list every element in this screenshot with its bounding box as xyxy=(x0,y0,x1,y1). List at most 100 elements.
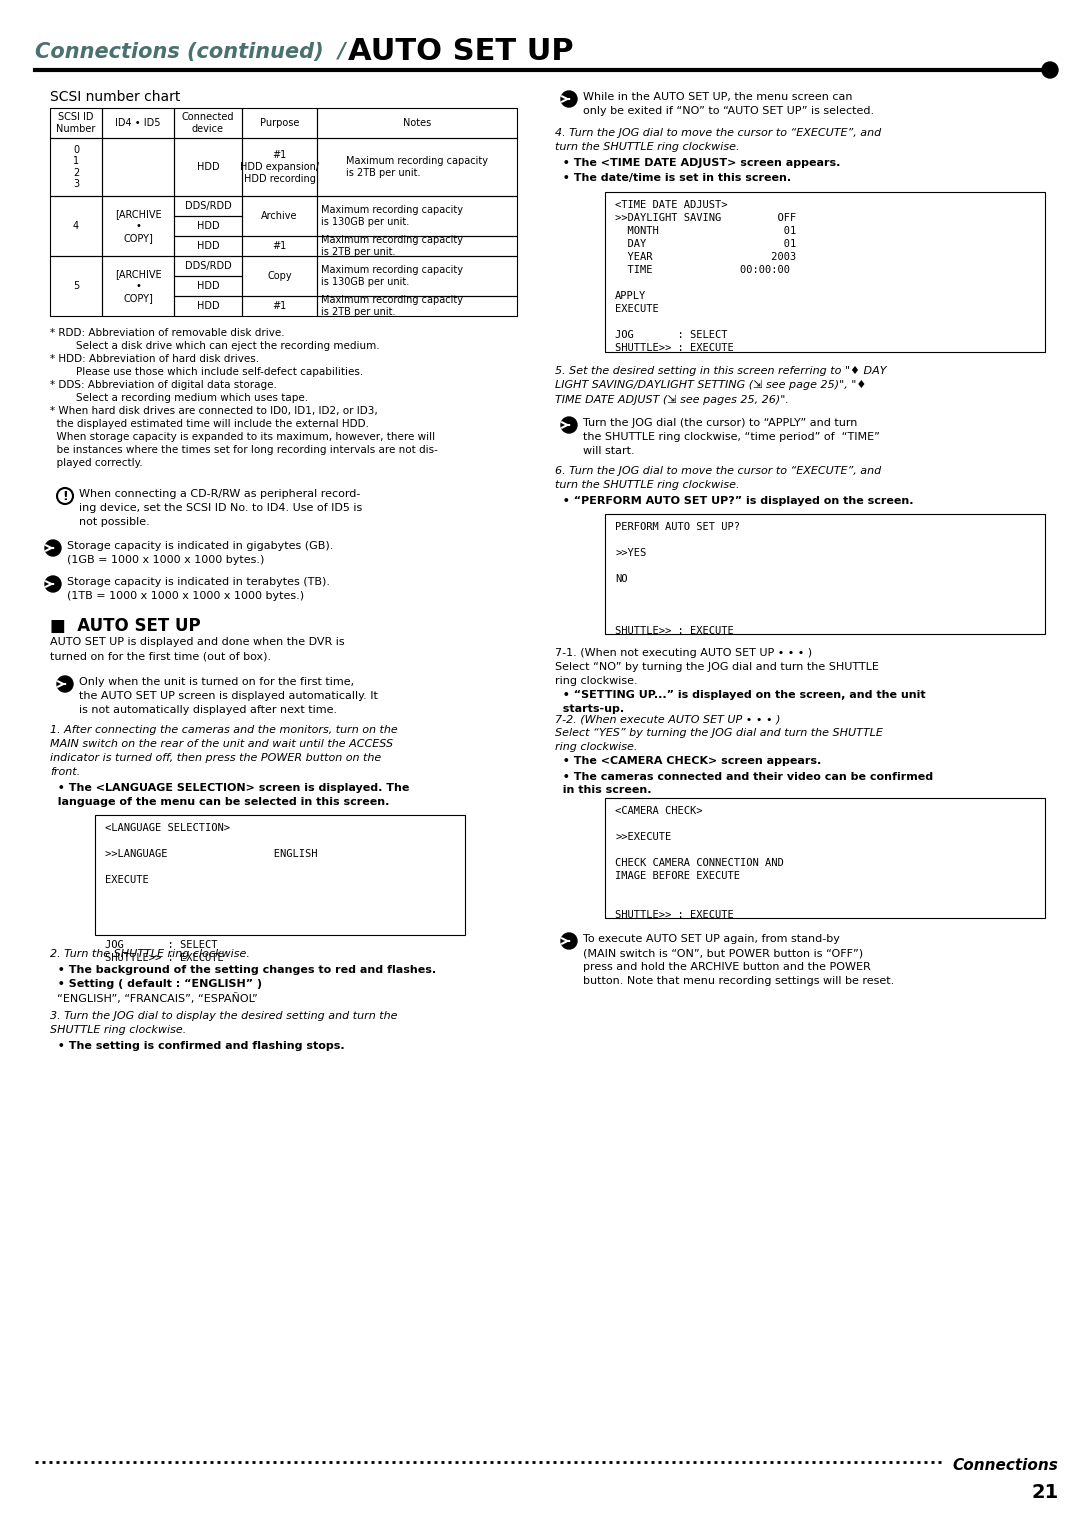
Text: • The background of the setting changes to red and flashes.: • The background of the setting changes … xyxy=(50,966,436,975)
Text: Only when the unit is turned on for the first time,
the AUTO SET UP screen is di: Only when the unit is turned on for the … xyxy=(79,677,378,715)
Text: Maximum recording capacity
is 130GB per unit.: Maximum recording capacity is 130GB per … xyxy=(321,264,463,287)
Text: • The <TIME DATE ADJUST> screen appears.: • The <TIME DATE ADJUST> screen appears. xyxy=(555,157,840,168)
Text: CHECK CAMERA CONNECTION AND: CHECK CAMERA CONNECTION AND xyxy=(615,859,784,868)
Text: Turn the JOG dial (the cursor) to “APPLY” and turn
the SHUTTLE ring clockwise, “: Turn the JOG dial (the cursor) to “APPLY… xyxy=(583,419,880,455)
Text: Notes: Notes xyxy=(403,118,431,128)
Text: JOG       : SELECT: JOG : SELECT xyxy=(105,940,217,950)
Bar xyxy=(174,108,242,138)
Bar xyxy=(242,108,318,138)
Text: 0
1
2
3: 0 1 2 3 xyxy=(72,145,79,189)
Text: HDD: HDD xyxy=(197,241,219,251)
Text: * RDD: Abbreviation of removable disk drive.: * RDD: Abbreviation of removable disk dr… xyxy=(50,329,285,338)
Bar xyxy=(95,814,465,935)
Text: • The date/time is set in this screen.: • The date/time is set in this screen. xyxy=(555,173,792,183)
Circle shape xyxy=(1042,63,1058,78)
Text: * When hard disk drives are connected to ID0, ID1, ID2, or ID3,: * When hard disk drives are connected to… xyxy=(50,406,378,416)
Text: DAY                      01: DAY 01 xyxy=(615,238,796,249)
Text: EXECUTE: EXECUTE xyxy=(615,304,659,313)
Bar xyxy=(50,138,102,196)
Text: Storage capacity is indicated in terabytes (TB).
(1TB = 1000 x 1000 x 1000 x 100: Storage capacity is indicated in terabyt… xyxy=(67,578,330,601)
Text: !: ! xyxy=(63,489,68,503)
Text: SHUTTLE>> : EXECUTE: SHUTTLE>> : EXECUTE xyxy=(105,953,224,963)
Text: While in the AUTO SET UP, the menu screen can
only be exited if “NO” to “AUTO SE: While in the AUTO SET UP, the menu scree… xyxy=(583,92,874,116)
Bar xyxy=(174,277,242,296)
Circle shape xyxy=(561,417,577,432)
Bar xyxy=(242,235,318,257)
Text: 2. Turn the SHUTTLE ring clockwise.: 2. Turn the SHUTTLE ring clockwise. xyxy=(50,949,249,960)
Bar xyxy=(605,513,1045,634)
Text: >>DAYLIGHT SAVING         OFF: >>DAYLIGHT SAVING OFF xyxy=(615,212,796,223)
Circle shape xyxy=(57,675,73,692)
Text: DDS/RDD: DDS/RDD xyxy=(185,202,231,211)
Text: Please use those which include self-defect capabilities.: Please use those which include self-defe… xyxy=(50,367,363,377)
Bar xyxy=(318,257,517,296)
Bar xyxy=(50,108,102,138)
Text: MONTH                    01: MONTH 01 xyxy=(615,226,796,235)
Text: Connections (continued)  /: Connections (continued) / xyxy=(35,41,346,63)
Text: IMAGE BEFORE EXECUTE: IMAGE BEFORE EXECUTE xyxy=(615,871,740,882)
Bar xyxy=(50,257,102,316)
Text: ID4 • ID5: ID4 • ID5 xyxy=(116,118,161,128)
Text: played correctly.: played correctly. xyxy=(50,458,143,468)
Bar xyxy=(174,196,242,215)
Text: EXECUTE: EXECUTE xyxy=(105,876,149,885)
Text: • The <CAMERA CHECK> screen appears.: • The <CAMERA CHECK> screen appears. xyxy=(555,756,821,766)
Text: • “PERFORM AUTO SET UP?” is displayed on the screen.: • “PERFORM AUTO SET UP?” is displayed on… xyxy=(555,497,914,506)
Text: HDD: HDD xyxy=(197,301,219,312)
Text: Select a disk drive which can eject the recording medium.: Select a disk drive which can eject the … xyxy=(50,341,380,351)
Bar xyxy=(318,296,517,316)
Text: AUTO SET UP is displayed and done when the DVR is
turned on for the first time (: AUTO SET UP is displayed and done when t… xyxy=(50,637,345,662)
Bar xyxy=(242,296,318,316)
Text: SHUTTLE>> : EXECUTE: SHUTTLE>> : EXECUTE xyxy=(615,626,733,636)
Text: 7-1. (When not executing AUTO SET UP • • • )
Select “NO” by turning the JOG dial: 7-1. (When not executing AUTO SET UP • •… xyxy=(555,648,879,686)
Text: Archive: Archive xyxy=(261,211,298,222)
Bar xyxy=(102,108,174,138)
Text: AUTO SET UP: AUTO SET UP xyxy=(348,38,573,67)
Text: 4: 4 xyxy=(73,222,79,231)
Text: DDS/RDD: DDS/RDD xyxy=(185,261,231,270)
Bar xyxy=(318,138,517,196)
Text: JOG       : SELECT: JOG : SELECT xyxy=(615,330,728,341)
Text: TIME              00:00:00: TIME 00:00:00 xyxy=(615,264,789,275)
Bar xyxy=(174,296,242,316)
Text: be instances where the times set for long recording intervals are not dis-: be instances where the times set for lon… xyxy=(50,445,437,455)
Text: SCSI ID
Number: SCSI ID Number xyxy=(56,112,96,134)
Text: SHUTTLE>> : EXECUTE: SHUTTLE>> : EXECUTE xyxy=(615,911,733,920)
Text: • Setting ( default : “ENGLISH” ): • Setting ( default : “ENGLISH” ) xyxy=(50,979,262,989)
Text: 3. Turn the JOG dial to display the desired setting and turn the
SHUTTLE ring cl: 3. Turn the JOG dial to display the desi… xyxy=(50,1012,397,1034)
Text: Select a recording medium which uses tape.: Select a recording medium which uses tap… xyxy=(50,393,308,403)
Text: PERFORM AUTO SET UP?: PERFORM AUTO SET UP? xyxy=(615,523,740,532)
Text: [ARCHIVE
•
COPY]: [ARCHIVE • COPY] xyxy=(114,269,161,304)
Text: 4. Turn the JOG dial to move the cursor to “EXECUTE”, and
turn the SHUTTLE ring : 4. Turn the JOG dial to move the cursor … xyxy=(555,128,881,151)
Text: APPLY: APPLY xyxy=(615,290,646,301)
Text: HDD: HDD xyxy=(197,222,219,231)
Text: #1
HDD expansion/
HDD recording: #1 HDD expansion/ HDD recording xyxy=(240,150,319,185)
Bar xyxy=(50,196,102,257)
Text: SHUTTLE>> : EXECUTE: SHUTTLE>> : EXECUTE xyxy=(615,342,733,353)
Text: [ARCHIVE
•
COPY]: [ARCHIVE • COPY] xyxy=(114,209,161,243)
Bar xyxy=(242,257,318,296)
Text: Copy: Copy xyxy=(267,270,292,281)
Text: To execute AUTO SET UP again, from stand-by
(MAIN switch is “ON”, but POWER butt: To execute AUTO SET UP again, from stand… xyxy=(583,934,894,986)
Text: “ENGLISH”, “FRANCAIS”, “ESPAÑOL”: “ENGLISH”, “FRANCAIS”, “ESPAÑOL” xyxy=(50,993,258,1004)
Text: Maximum recording capacity
is 2TB per unit.: Maximum recording capacity is 2TB per un… xyxy=(321,295,463,318)
Text: 6. Turn the JOG dial to move the cursor to “EXECUTE”, and
turn the SHUTTLE ring : 6. Turn the JOG dial to move the cursor … xyxy=(555,466,881,490)
Circle shape xyxy=(45,539,60,556)
Bar xyxy=(174,138,242,196)
Bar xyxy=(174,235,242,257)
Bar xyxy=(318,196,517,235)
Text: NO: NO xyxy=(615,575,627,584)
Text: >>YES: >>YES xyxy=(615,549,646,558)
Bar xyxy=(102,196,174,257)
Text: When connecting a CD-R/RW as peripheral record-
ing device, set the SCSI ID No. : When connecting a CD-R/RW as peripheral … xyxy=(79,489,362,527)
Bar xyxy=(318,108,517,138)
Text: >>LANGUAGE                 ENGLISH: >>LANGUAGE ENGLISH xyxy=(105,850,318,859)
Text: Connected
device: Connected device xyxy=(181,112,234,134)
Text: HDD: HDD xyxy=(197,162,219,173)
Text: ■  AUTO SET UP: ■ AUTO SET UP xyxy=(50,617,201,636)
Text: <LANGUAGE SELECTION>: <LANGUAGE SELECTION> xyxy=(105,824,230,833)
Text: #1: #1 xyxy=(272,241,286,251)
Text: * DDS: Abbreviation of digital data storage.: * DDS: Abbreviation of digital data stor… xyxy=(50,380,276,390)
Text: YEAR                   2003: YEAR 2003 xyxy=(615,252,796,261)
Text: #1: #1 xyxy=(272,301,286,312)
